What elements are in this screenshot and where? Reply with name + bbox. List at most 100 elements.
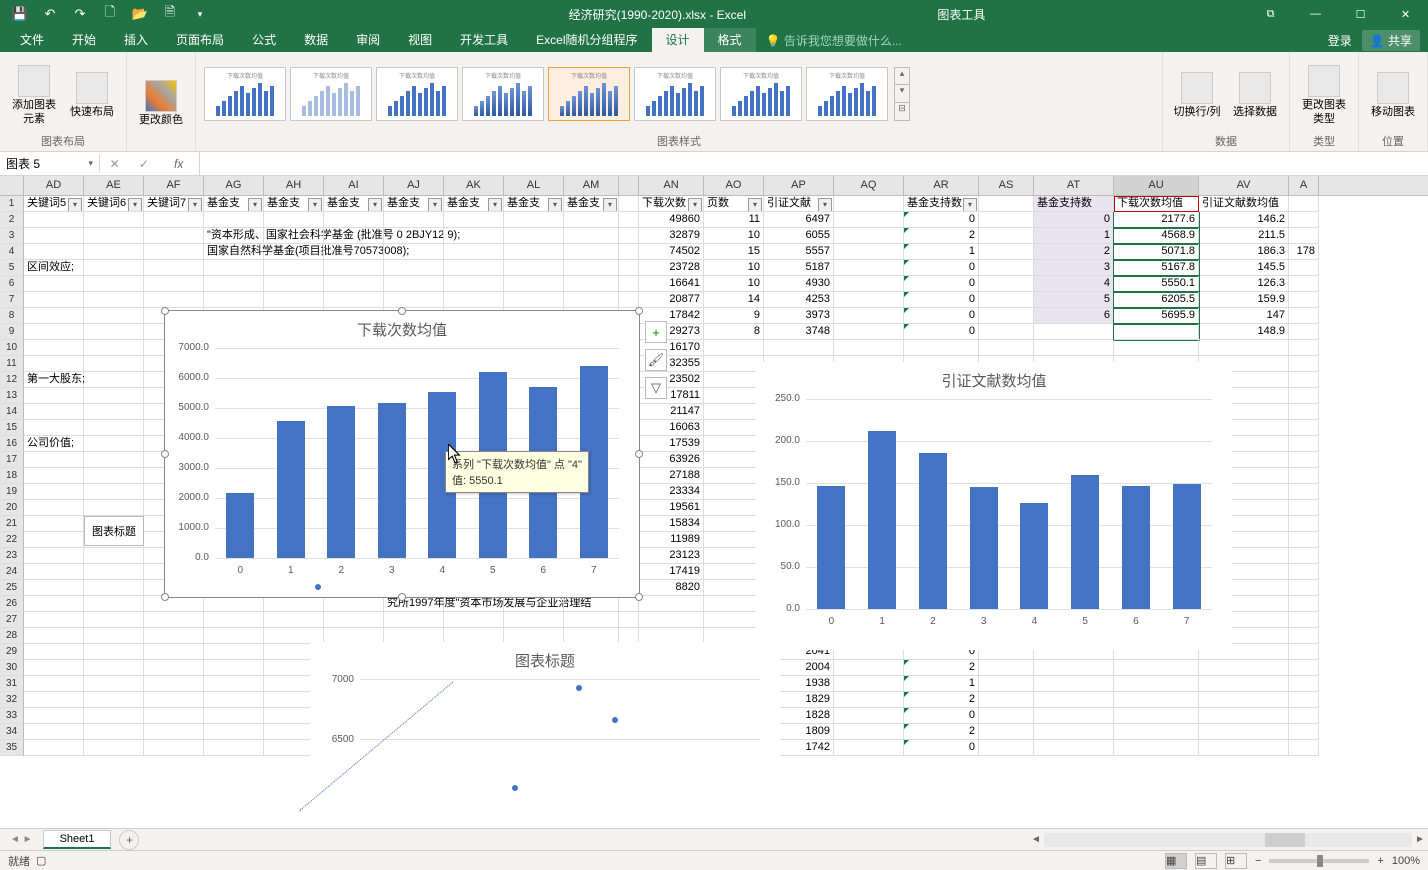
select-all-corner[interactable]	[0, 176, 24, 195]
cell[interactable]: 1	[1034, 228, 1114, 244]
cell[interactable]	[204, 612, 264, 628]
cell[interactable]	[704, 420, 764, 436]
cell[interactable]	[264, 244, 324, 260]
change-chart-type-button[interactable]: 更改图表类型	[1298, 61, 1350, 125]
row-header[interactable]: 14	[0, 404, 24, 420]
cell[interactable]	[1289, 516, 1319, 532]
cell[interactable]	[704, 564, 764, 580]
cell[interactable]	[704, 500, 764, 516]
cell[interactable]	[834, 244, 904, 260]
chart-bar[interactable]	[277, 421, 305, 558]
cell[interactable]: 4930	[764, 276, 834, 292]
cell[interactable]	[704, 532, 764, 548]
filter-dropdown-icon[interactable]: ▾	[748, 198, 762, 212]
chart-style-option[interactable]: 下载次数均值	[720, 67, 802, 121]
cell[interactable]	[324, 612, 384, 628]
resize-handle[interactable]	[635, 307, 643, 315]
cell[interactable]	[979, 708, 1034, 724]
column-header[interactable]: AL	[504, 176, 564, 195]
cell[interactable]: 5	[1034, 292, 1114, 308]
cell[interactable]	[204, 292, 264, 308]
cell[interactable]	[264, 292, 324, 308]
cell[interactable]	[764, 340, 834, 356]
cell[interactable]: 27188	[639, 468, 704, 484]
chart-style-option[interactable]: 下载次数均值	[634, 67, 716, 121]
cell[interactable]: 1	[904, 676, 979, 692]
cell[interactable]	[979, 228, 1034, 244]
cell[interactable]	[979, 692, 1034, 708]
row-header[interactable]: 19	[0, 484, 24, 500]
cell[interactable]	[84, 436, 144, 452]
cell[interactable]	[639, 596, 704, 612]
cell[interactable]	[1289, 420, 1319, 436]
cell[interactable]	[324, 260, 384, 276]
cell[interactable]	[204, 724, 264, 740]
tab-home[interactable]: 开始	[58, 28, 110, 52]
scatter-point[interactable]	[576, 685, 582, 691]
cell[interactable]	[24, 468, 84, 484]
row-header[interactable]: 16	[0, 436, 24, 452]
row-header[interactable]: 7	[0, 292, 24, 308]
minimize-icon[interactable]: —	[1293, 0, 1338, 28]
cell[interactable]	[564, 292, 619, 308]
cell[interactable]	[24, 500, 84, 516]
cell[interactable]: 基金支▾	[444, 196, 504, 212]
cell[interactable]	[1289, 628, 1319, 644]
cell[interactable]: 0	[904, 260, 979, 276]
resize-handle[interactable]	[161, 450, 169, 458]
cell[interactable]	[564, 276, 619, 292]
cell[interactable]: 11	[704, 212, 764, 228]
cell[interactable]: 4	[1034, 276, 1114, 292]
cell[interactable]	[84, 548, 144, 564]
cell[interactable]	[1034, 676, 1114, 692]
tab-design[interactable]: 设计	[652, 28, 704, 52]
cell[interactable]: 186.3	[1199, 244, 1289, 260]
normal-view-icon[interactable]: ▦	[1165, 853, 1187, 869]
cell[interactable]: 2	[904, 228, 979, 244]
cell[interactable]	[24, 596, 84, 612]
name-box[interactable]: 图表 5 ▾	[0, 155, 100, 172]
cell[interactable]	[1114, 676, 1199, 692]
cell[interactable]	[144, 676, 204, 692]
tab-insert[interactable]: 插入	[110, 28, 162, 52]
cell[interactable]: 5071.8	[1114, 244, 1199, 260]
cell[interactable]	[84, 660, 144, 676]
filter-dropdown-icon[interactable]: ▾	[688, 198, 702, 212]
chart-bar[interactable]	[970, 487, 998, 609]
zoom-slider[interactable]	[1269, 859, 1369, 863]
cell[interactable]	[204, 692, 264, 708]
cell[interactable]	[444, 244, 504, 260]
row-header[interactable]: 12	[0, 372, 24, 388]
cell[interactable]	[619, 196, 639, 212]
cell[interactable]	[979, 340, 1034, 356]
cell[interactable]	[1289, 276, 1319, 292]
row-header[interactable]: 24	[0, 564, 24, 580]
row-header[interactable]: 23	[0, 548, 24, 564]
cell[interactable]: 6497	[764, 212, 834, 228]
chart-filter-icon[interactable]: ▽	[645, 377, 667, 399]
row-header[interactable]: 21	[0, 516, 24, 532]
cell[interactable]	[1289, 388, 1319, 404]
cell[interactable]	[834, 324, 904, 340]
column-header[interactable]: AH	[264, 176, 324, 195]
cell[interactable]	[1289, 212, 1319, 228]
cell[interactable]	[704, 340, 764, 356]
cell[interactable]	[84, 404, 144, 420]
cell[interactable]	[1034, 340, 1114, 356]
cell[interactable]	[144, 292, 204, 308]
cell[interactable]	[1289, 644, 1319, 660]
cell[interactable]	[84, 244, 144, 260]
column-header[interactable]: AS	[979, 176, 1034, 195]
cell[interactable]: 74502	[639, 244, 704, 260]
cell[interactable]	[204, 644, 264, 660]
cell[interactable]	[564, 244, 619, 260]
cell[interactable]: 图表标题	[84, 516, 144, 546]
chart-bar[interactable]	[1020, 503, 1048, 609]
cell[interactable]	[1114, 724, 1199, 740]
cell[interactable]	[24, 612, 84, 628]
tab-view[interactable]: 视图	[394, 28, 446, 52]
tab-page-layout[interactable]: 页面布局	[162, 28, 238, 52]
cell[interactable]	[834, 308, 904, 324]
cell[interactable]	[384, 276, 444, 292]
cell[interactable]	[1199, 724, 1289, 740]
